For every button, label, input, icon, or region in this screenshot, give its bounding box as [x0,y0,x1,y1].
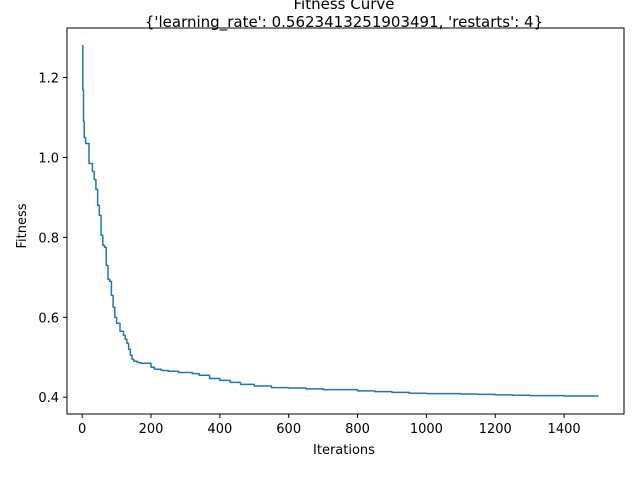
x-tick-label: 0 [78,422,86,437]
fitness-series-line [82,44,599,397]
y-tick-label: 1.0 [38,151,59,166]
y-tick-label: 0.8 [38,231,59,246]
chart-subtitle: {'learning_rate': 0.5623413251903491, 'r… [145,13,543,32]
y-tick-label: 0.6 [38,311,59,326]
y-tick-label: 0.4 [38,391,59,406]
y-tick-label: 1.2 [38,72,59,87]
x-tick-label: 600 [276,422,301,437]
x-tick-label: 1000 [410,422,443,437]
x-tick-label: 1400 [548,422,581,437]
chart-title: Fitness Curve [294,0,395,13]
axes-frame [66,27,625,415]
plot-area [82,44,599,397]
x-tick-label: 400 [207,422,232,437]
x-tick-label: 200 [139,422,164,437]
x-axis-label: Iterations [313,443,375,458]
x-tick-label: 1200 [479,422,512,437]
y-axis-label: Fitness [15,203,30,248]
axis-ticks: 0 200 400 600 800 1000 1200 1400 0.4 0.6 0.8 1.0 1.2 [38,72,580,437]
x-tick-label: 800 [345,422,370,437]
